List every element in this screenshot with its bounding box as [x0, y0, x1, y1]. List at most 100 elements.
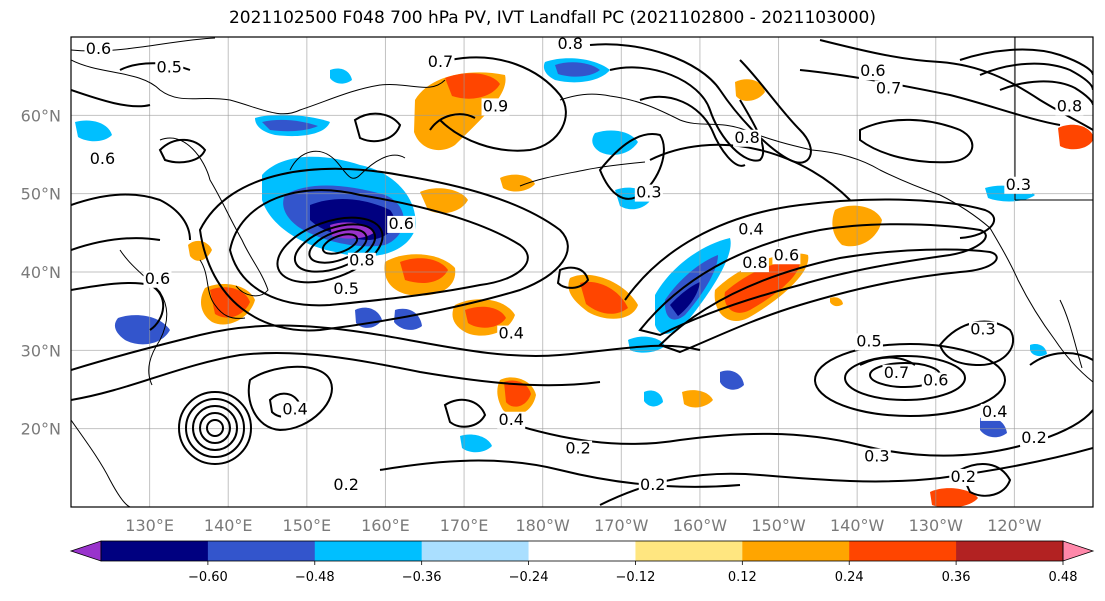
colorbar-tick-labels: −0.60 −0.48 −0.36 −0.24 −0.12 0.12 0.24 0.36 0.4…: [188, 561, 1078, 585]
longitude-tick-label: 150°E: [283, 516, 332, 535]
contour-label: 0.6: [90, 149, 115, 168]
contour-label-halo: [737, 221, 766, 239]
colorbar-frame: [100, 540, 1064, 562]
contour-label: 0.9: [483, 96, 508, 115]
contour-label: 0.3: [864, 447, 889, 466]
contour-label: 0.8: [742, 253, 767, 272]
contour-label: 0.6: [145, 269, 170, 288]
contour-label: 0.2: [1021, 428, 1046, 447]
contour-label: 0.8: [734, 128, 759, 147]
contour-label: 0.5: [856, 331, 881, 350]
contour-label-halo: [772, 247, 801, 265]
latitude-labels: 60°N 50°N 40°N 30°N 20°N: [21, 106, 61, 438]
contour-label: 0.6: [774, 245, 799, 264]
colorbar-tick-label: −0.24: [509, 570, 549, 585]
colorbar-min-arrow: [69, 540, 102, 562]
latitude-tick-label: 50°N: [21, 185, 61, 204]
contour-label-halo: [564, 440, 593, 458]
colorbar-tick-label: −0.12: [616, 570, 656, 585]
colorbar-tick-label: 0.24: [835, 570, 864, 585]
colorbar-segments: [69, 540, 1095, 562]
contour-label-halo: [921, 372, 950, 390]
contour-label-halo: [84, 41, 113, 59]
contour-label-halo: [1004, 176, 1033, 194]
contour-label: 0.6: [388, 214, 413, 233]
contour-label-halo: [556, 37, 585, 53]
colorbar-segment: [849, 541, 957, 561]
contour-label: 0.8: [349, 251, 374, 270]
contour-label: 0.7: [428, 52, 453, 71]
contour-label-halo: [332, 476, 361, 494]
map-title: 2021102500 F048 700 hPa PV, IVT Landfall…: [228, 8, 876, 28]
colorbar-tick-label: −0.36: [402, 570, 442, 585]
longitude-tick-label: 170°E: [440, 516, 489, 535]
contour-label-halo: [968, 321, 997, 339]
contour-label-halo: [882, 364, 911, 382]
contour-label-halo: [740, 255, 769, 273]
contour-label: 0.2: [640, 475, 665, 494]
longitude-tick-label: 160°W: [673, 516, 728, 535]
contour-label: 0.4: [499, 324, 524, 343]
contour-label-halo: [155, 59, 184, 77]
longitude-tick-label: 150°W: [751, 516, 806, 535]
contour-label-halo: [733, 129, 762, 147]
colorbar-tick-label: 0.12: [728, 570, 757, 585]
contour-label-halo: [143, 270, 172, 288]
contour-label: 0.2: [333, 475, 358, 494]
contour-labels: 0.60.5 0.70.80.60.6 0.40.60.70.80.60.4 0.50…: [84, 34, 1084, 494]
contour-label: 0.8: [1057, 96, 1082, 115]
colorbar-tick-label: 0.36: [942, 570, 971, 585]
latitude-tick-label: 60°N: [21, 106, 61, 125]
longitude-tick-label: 130°E: [125, 516, 174, 535]
contour-label-halo: [497, 411, 526, 429]
contour-label: 0.3: [636, 183, 661, 202]
contour-label: 0.4: [282, 400, 307, 419]
contour-label: 0.3: [1006, 175, 1031, 194]
colorbar-segment: [421, 541, 530, 561]
colorbar-segment: [207, 541, 316, 561]
contour-label-halo: [426, 53, 455, 71]
contour-label: 0.6: [86, 39, 111, 58]
contour-label: 0.7: [884, 363, 909, 382]
contour-label-halo: [332, 280, 361, 298]
latitude-tick-label: 30°N: [21, 341, 61, 360]
contour-label-halo: [980, 403, 1009, 421]
contour-label-halo: [862, 448, 891, 466]
contour-label: 0.3: [970, 320, 995, 339]
colorbar-tick-label: −0.60: [188, 570, 228, 585]
colorbar-segment: [528, 541, 636, 561]
longitude-labels: 130°E 140°E 150°E 160°E 170°E 180°W 170°W 160°W…: [125, 516, 1041, 535]
contour-label-halo: [854, 333, 883, 351]
longitude-tick-label: 170°W: [594, 516, 649, 535]
contour-label-halo: [347, 252, 376, 270]
contour-label-halo: [1055, 98, 1084, 116]
colorbar-max-arrow: [1062, 540, 1095, 562]
colorbar: −0.60 −0.48 −0.36 −0.24 −0.12 0.12 0.24 0.36 0.4…: [69, 540, 1095, 585]
longitude-tick-label: 160°E: [361, 516, 410, 535]
longitude-tick-label: 120°W: [987, 516, 1042, 535]
longitude-tick-label: 180°W: [516, 516, 571, 535]
colorbar-segment: [635, 541, 743, 561]
contour-label-halo: [1020, 429, 1049, 447]
contour-label-halo: [387, 215, 416, 233]
contour-label-halo: [858, 63, 887, 81]
colorbar-segment: [314, 541, 423, 561]
contour-label: 0.2: [565, 439, 590, 458]
contour-label-halo: [634, 184, 663, 202]
longitude-tick-label: 130°W: [909, 516, 964, 535]
longitude-tick-label: 140°E: [204, 516, 253, 535]
contour-label-halo: [497, 325, 526, 343]
contour-label-halo: [949, 468, 978, 486]
contour-label: 0.6: [923, 371, 948, 390]
colorbar-tick-label: 0.48: [1049, 570, 1078, 585]
contour-label: 0.4: [499, 410, 524, 429]
colorbar-tick-label: −0.48: [295, 570, 335, 585]
contour-label-halo: [281, 401, 310, 419]
contour-label: 0.4: [982, 402, 1007, 421]
contour-label: 0.4: [738, 219, 763, 238]
contour-label: 0.7: [876, 78, 901, 97]
contour-label: 0.8: [557, 34, 582, 53]
colorbar-segment: [956, 541, 1064, 561]
contour-label: 0.5: [333, 279, 358, 298]
